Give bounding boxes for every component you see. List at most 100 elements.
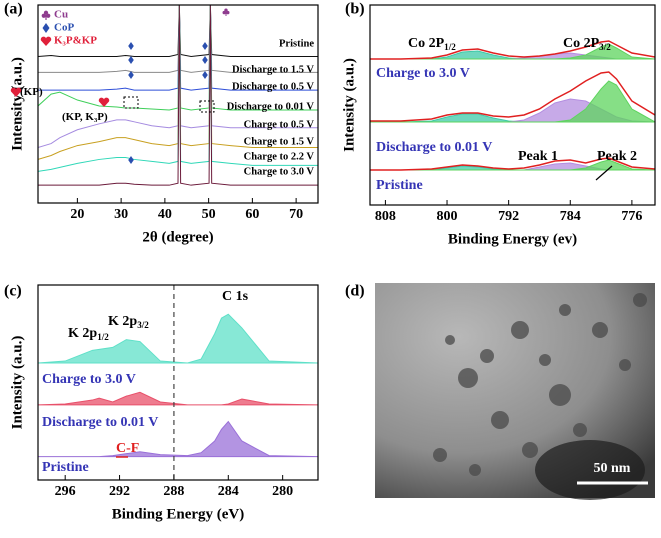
x-tick-label: 70 [289, 207, 303, 222]
club-lobe [43, 10, 49, 15]
x-tick-label: 284 [218, 484, 239, 499]
tem-dark-region [535, 440, 645, 500]
filled-spectrum [38, 313, 318, 364]
heart-symbol [40, 36, 52, 46]
x-tick-label: 60 [245, 207, 259, 222]
annotation: C 1s [222, 289, 249, 304]
series-label: Discharge to 0.01 V [227, 101, 315, 112]
annotation-text: K 2p [68, 326, 97, 341]
annotation-text: Co 2P [408, 36, 445, 51]
filled-spectrum [370, 159, 655, 171]
spectrum-line [38, 5, 318, 186]
diamond-symbol [128, 56, 134, 64]
x-tick-label: 292 [109, 484, 130, 499]
club-lobe [224, 8, 228, 12]
annotation-text: Peak 2 [597, 149, 637, 164]
x-tick-label: 296 [55, 484, 76, 499]
spectrum-line [370, 157, 655, 171]
x-tick-label: 288 [163, 484, 184, 499]
diamond-symbol [128, 156, 134, 164]
x-tick-label: 776 [621, 209, 642, 224]
annotation: K 2p1/2 [68, 326, 109, 342]
annotation: Pristine [42, 460, 89, 475]
annotation: C-F [116, 441, 139, 456]
series-label: Charge to 0.5 V [244, 119, 315, 130]
heart-symbol [10, 87, 22, 97]
annotation-text: Co 2P [563, 36, 600, 51]
club-stem [45, 15, 47, 20]
x-tick-label: 20 [70, 207, 84, 222]
annotation-subscript: 3/2 [137, 320, 149, 330]
annotation-text: (KP) [20, 86, 43, 98]
filled-spectrum [370, 80, 655, 123]
x-tick-label: 280 [272, 484, 293, 499]
x-axis-title: Binding Energy (eV) [112, 506, 245, 522]
y-axis-title: Intensity (a.u.) [9, 57, 25, 151]
annotation: Discharge to 0.01 V [376, 140, 492, 155]
annotation: Charge to 3.0 V [42, 372, 136, 387]
x-tick-label: 800 [437, 209, 458, 224]
x-axis-title: 2θ (degree) [142, 229, 213, 245]
x-tick-label: 40 [158, 207, 172, 222]
x-tick-label: 50 [202, 207, 216, 222]
x-tick-label: 808 [375, 209, 396, 224]
tem-panel: 50 nm (d) [345, 283, 655, 500]
annotation-text: Pristine [376, 178, 423, 193]
spectrum-line [370, 71, 655, 122]
y-axis-title: Intensity (a.u.) [9, 336, 25, 430]
x-tick-label: 30 [114, 207, 128, 222]
diamond-symbol [202, 42, 208, 50]
annotation-text: Pristine [42, 460, 89, 475]
legend-label: CoP [54, 22, 74, 34]
diamond-symbol [128, 42, 134, 50]
x-tick-label: 784 [560, 209, 581, 224]
filled-spectrum [38, 391, 318, 406]
legend-label: K₃P&KP [54, 35, 97, 47]
x-axis-title: Binding Energy (ev) [448, 231, 577, 247]
annotation: (KP, K₃P) [62, 111, 108, 123]
axes-frame [37, 284, 319, 481]
diamond-symbol [42, 23, 50, 33]
series-label: Discharge to 0.5 V [232, 81, 314, 92]
series-label: Charge to 2.2 V [244, 151, 315, 162]
annotation: Charge to 3.0 V [376, 66, 470, 81]
axes-frame [37, 4, 319, 204]
tem-particles [433, 293, 647, 476]
club-lobe [226, 10, 230, 15]
annotation-subscript: 3/2 [599, 42, 611, 52]
diamond-symbol [128, 71, 134, 79]
series-label: Charge to 3.0 V [244, 166, 315, 177]
panel-label: (a) [4, 1, 23, 18]
legend-label: Cu [54, 9, 68, 21]
highlight-box [123, 96, 139, 109]
panel-label: (c) [4, 283, 22, 300]
scale-bar-label: 50 nm [594, 461, 631, 476]
plot-area [38, 5, 318, 186]
annotation: Co 2P1/2 [408, 36, 456, 52]
annotation: Discharge to 0.01 V [42, 415, 158, 430]
club-stem [225, 12, 227, 16]
series-label: Discharge to 1.5 V [232, 64, 314, 75]
filled-spectrum [370, 43, 655, 60]
annotation: Co 2P3/2 [563, 36, 611, 52]
annotation: Peak 2 [597, 149, 637, 164]
annotation-text: K 2p [108, 314, 137, 329]
annotation-text: Peak 1 [518, 149, 558, 164]
axes-frame [369, 4, 656, 206]
annotation-subscript: 1/2 [97, 332, 109, 342]
panel-label: (d) [345, 283, 365, 300]
highlight-box [199, 100, 215, 113]
club-lobe [41, 13, 46, 18]
annotation-text: Discharge to 0.01 V [376, 140, 492, 155]
club-lobe [222, 10, 226, 15]
annotation-text: C 1s [222, 289, 249, 304]
panel-label: (b) [345, 1, 365, 18]
y-axis-title: Intensity (a.u.) [341, 58, 357, 152]
heart-symbol [98, 97, 110, 107]
annotation-text: Charge to 3.0 V [376, 66, 470, 81]
x-tick-label: 792 [498, 209, 519, 224]
annotation: Pristine [376, 178, 423, 193]
diamond-symbol [202, 71, 208, 79]
spectrum-line [370, 40, 655, 60]
